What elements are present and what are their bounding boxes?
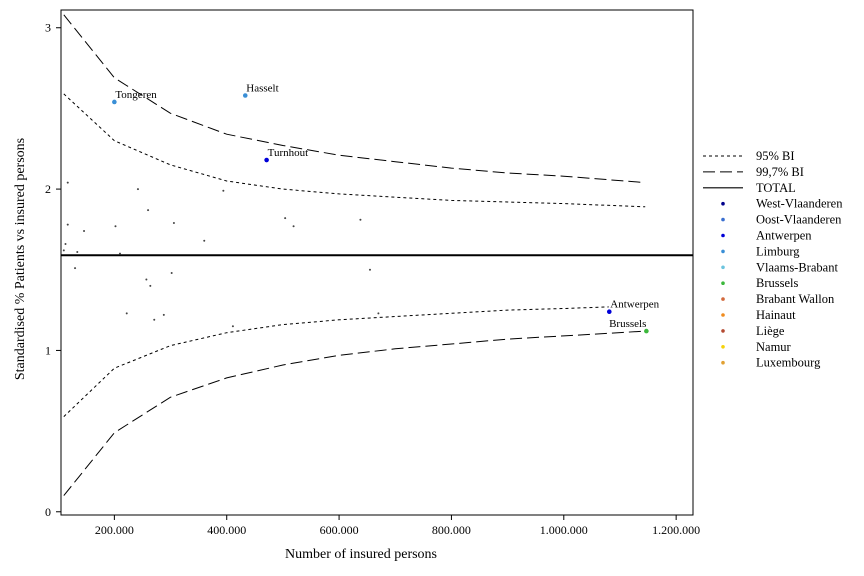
data-point [74, 267, 77, 270]
legend-label: TOTAL [756, 181, 796, 195]
data-point [368, 268, 371, 271]
legend-dot-swatch [721, 217, 725, 222]
legend-dot-swatch [721, 297, 725, 301]
data-point [66, 223, 69, 226]
band-0-lower-curve [63, 306, 609, 417]
data-point [114, 225, 117, 228]
point-tongeren [112, 99, 117, 105]
legend-dot-swatch [721, 249, 725, 254]
legend-label: Limburg [756, 244, 800, 258]
data-points [62, 181, 380, 328]
point-label-brussels: Brussels [609, 318, 646, 330]
legend-dot-swatch [721, 329, 725, 333]
data-point [203, 239, 206, 242]
legend-label: West-Vlaanderen [756, 197, 843, 211]
x-tick-label: 200.000 [95, 523, 134, 537]
y-axis-title: Standardised % Patients vs insured perso… [13, 138, 28, 380]
data-point [162, 313, 165, 316]
x-tick-label: 1.200.000 [652, 523, 700, 537]
legend-label: 99,7% BI [756, 165, 804, 179]
legend-label: Luxembourg [756, 356, 821, 370]
data-point [64, 242, 67, 245]
data-point [231, 325, 234, 328]
x-tick-label: 1.000.000 [540, 523, 588, 537]
x-tick-label: 800.000 [432, 523, 471, 537]
legend-label: Vlaams-Brabant [756, 260, 838, 274]
data-point [145, 278, 148, 281]
y-tick-label: 0 [45, 505, 51, 519]
x-tick-label: 400.000 [207, 523, 246, 537]
data-point [147, 209, 150, 212]
legend-dot-swatch [721, 360, 725, 365]
point-label-hasselt: Hasselt [246, 83, 278, 95]
data-point [170, 271, 173, 274]
legend-dot-swatch [721, 281, 725, 286]
legend-label: Oost-Vlaanderen [756, 213, 842, 227]
x-axis-title: Number of insured persons [285, 547, 437, 562]
band-1-lower-curve [63, 330, 646, 496]
data-point [118, 252, 121, 255]
y-tick-label: 1 [45, 343, 51, 357]
point-hasselt [242, 93, 248, 98]
band-1-upper-curve [63, 14, 646, 184]
data-point [377, 312, 380, 315]
data-point [292, 225, 295, 228]
data-point [153, 318, 156, 321]
point-label-turnhout: Turnhout [268, 147, 309, 159]
legend: 95% BI 99,7% BI TOTAL West-Vlaanderen Oost-V… [703, 149, 843, 370]
x-axis: 200.000 400.000 600.000 800.000 1.000.000 1.2… [95, 515, 700, 537]
data-point [125, 312, 128, 315]
data-point [76, 251, 79, 254]
confidence-bands [63, 14, 646, 496]
legend-dot-swatch [721, 345, 725, 349]
legend-dot-swatch [721, 313, 725, 317]
legend-label: 95% BI [756, 149, 795, 163]
data-point [83, 230, 86, 233]
point-label-antwerpen: Antwerpen [610, 299, 659, 311]
legend-dot-swatch [721, 233, 725, 238]
point-antwerpen [606, 309, 612, 315]
x-tick-label: 600.000 [320, 523, 359, 537]
y-tick-label: 2 [45, 182, 51, 196]
data-point [222, 189, 225, 192]
data-point [149, 284, 152, 287]
plot-frame [60, 9, 694, 516]
legend-label: Brussels [756, 276, 799, 290]
legend-label: Liège [756, 324, 785, 338]
data-point [284, 217, 287, 220]
point-turnhout [264, 157, 269, 163]
data-point [62, 249, 65, 252]
data-point [359, 218, 362, 221]
point-brussels [644, 328, 649, 334]
legend-label: Antwerpen [756, 229, 812, 243]
labeled-points: Tongeren Hasselt Turnhout Antwerpen Brussels [112, 83, 660, 334]
data-point [66, 181, 69, 184]
legend-dot-swatch [721, 265, 725, 270]
point-label-tongeren: Tongeren [115, 89, 157, 101]
legend-label: Brabant Wallon [756, 292, 835, 306]
legend-label: Hainaut [756, 308, 796, 322]
data-point [172, 221, 175, 224]
data-point [136, 188, 139, 191]
legend-label: Namur [756, 340, 792, 354]
band-0-upper-curve [63, 93, 646, 208]
y-tick-label: 3 [45, 21, 51, 35]
y-axis: 0 1 2 3 [45, 21, 61, 519]
legend-dot-swatch [721, 201, 725, 206]
